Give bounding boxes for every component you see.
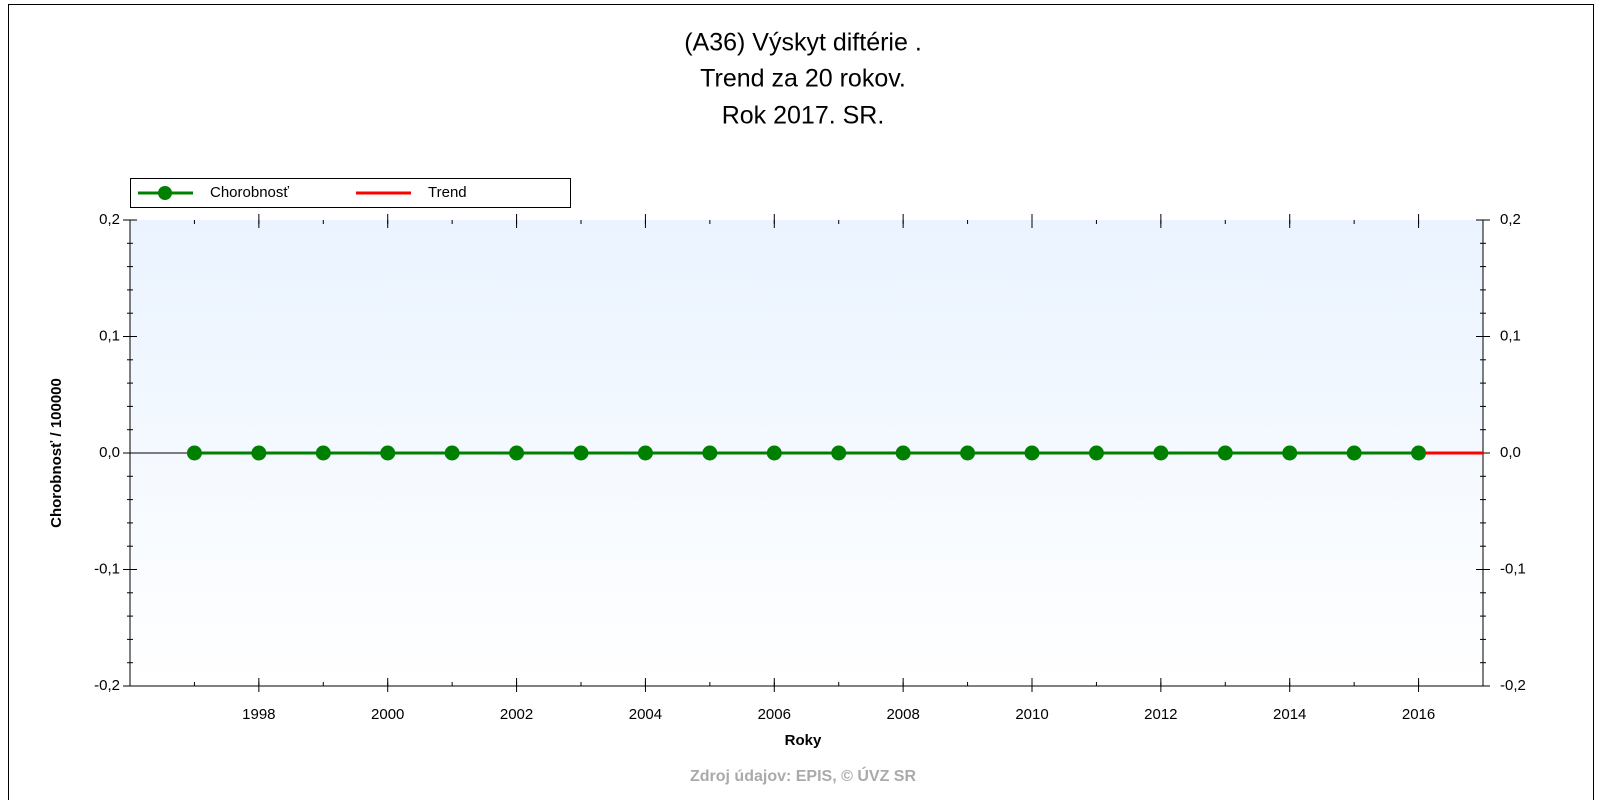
marker [1346, 445, 1362, 461]
legend-label: Trend [428, 184, 467, 201]
chart-title: Rok 2017. SR. [722, 102, 885, 130]
chart-title: Trend za 20 rokov. [700, 65, 906, 93]
y-tick-label: -0,2 [94, 677, 120, 694]
x-tick-label: 2000 [371, 706, 404, 723]
marker [960, 445, 976, 461]
marker [186, 445, 202, 461]
x-tick-label: 2014 [1273, 706, 1306, 723]
x-tick-label: 1998 [242, 706, 275, 723]
marker [251, 445, 267, 461]
legend-label: Chorobnosť [210, 184, 289, 201]
marker [1153, 445, 1169, 461]
x-tick-label: 2008 [886, 706, 919, 723]
y-tick-label: 0,0 [99, 444, 120, 461]
source: Zdroj údajov: EPIS, © ÚVZ SR [690, 766, 916, 785]
x-tick-label: 2016 [1402, 706, 1435, 723]
marker [380, 445, 396, 461]
y2-tick-label: -0,2 [1500, 677, 1526, 694]
y2-tick-label: -0,1 [1500, 560, 1526, 577]
legend-marker [158, 186, 172, 200]
y2-tick-label: 0,0 [1500, 444, 1521, 461]
y-axis-label: Chorobnosť / 100000 [48, 378, 65, 528]
marker [766, 445, 782, 461]
x-tick-label: 2010 [1015, 706, 1048, 723]
x-axis-label: Roky [785, 732, 822, 749]
marker [1088, 445, 1104, 461]
y-tick-label: -0,1 [94, 560, 120, 577]
frame [8, 4, 1594, 800]
marker [637, 445, 653, 461]
x-tick-label: 2012 [1144, 706, 1177, 723]
marker [895, 445, 911, 461]
marker [1217, 445, 1233, 461]
marker [702, 445, 718, 461]
y2-tick-label: 0,1 [1500, 327, 1521, 344]
legend [130, 178, 571, 208]
chart-title: (A36) Výskyt diftérie . [684, 29, 922, 57]
x-tick-label: 2006 [758, 706, 791, 723]
marker [1024, 445, 1040, 461]
marker [509, 445, 525, 461]
marker [1411, 445, 1427, 461]
x-tick-label: 2004 [629, 706, 662, 723]
marker [1282, 445, 1298, 461]
y-tick-label: 0,2 [99, 211, 120, 228]
x-tick-label: 2002 [500, 706, 533, 723]
marker [444, 445, 460, 461]
marker [315, 445, 331, 461]
marker [573, 445, 589, 461]
y-tick-label: 0,1 [99, 327, 120, 344]
y2-tick-label: 0,2 [1500, 211, 1521, 228]
marker [831, 445, 847, 461]
